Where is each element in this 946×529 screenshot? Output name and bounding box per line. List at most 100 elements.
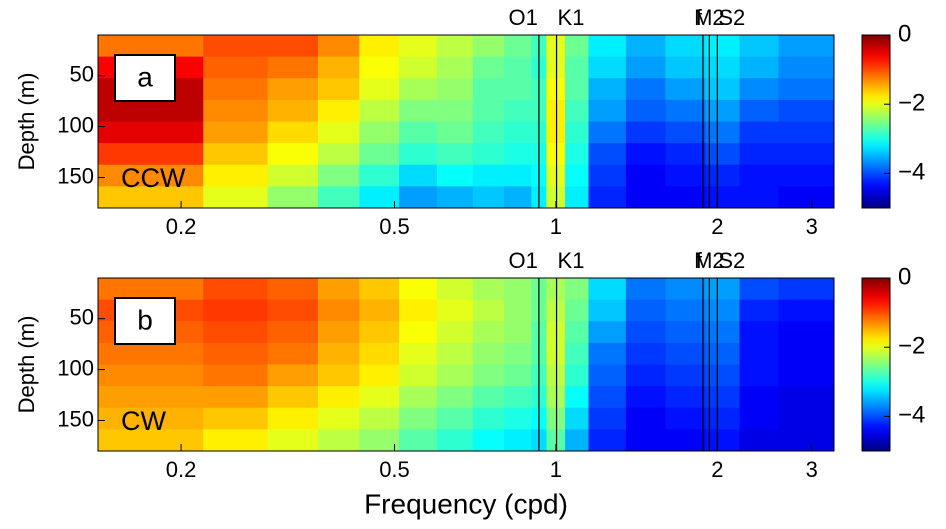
annotation: CCW — [121, 163, 186, 193]
heatmap-cell — [472, 299, 505, 322]
heatmap-cell — [503, 429, 532, 452]
heatmap-cell — [317, 56, 360, 79]
heatmap-cell — [399, 429, 438, 452]
heatmap-cell — [565, 99, 589, 122]
heatmap-cell — [625, 278, 666, 301]
y-tick-label: 150 — [57, 406, 94, 431]
heatmap-cell — [665, 143, 706, 166]
heatmap-cell — [267, 35, 319, 58]
heatmap-cell — [705, 407, 741, 430]
heatmap-cell — [399, 121, 438, 144]
heatmap-cell — [625, 429, 666, 452]
x-tick-label: 3 — [806, 214, 818, 239]
colorbar-tick-label: −4 — [898, 159, 925, 186]
heatmap-cell — [778, 78, 835, 101]
heatmap-cell — [98, 342, 204, 365]
heatmap-cell — [739, 186, 779, 209]
heatmap-cell — [565, 407, 589, 430]
heatmap-cell — [778, 429, 835, 452]
heatmap-cell — [778, 386, 835, 409]
heatmap-cell — [665, 278, 706, 301]
heatmap-cell — [317, 35, 360, 58]
heatmap-cell — [625, 99, 666, 122]
heatmap-cell — [503, 121, 532, 144]
heatmap-cell — [98, 35, 204, 58]
heatmap-cell — [503, 299, 532, 322]
heatmap-cell — [359, 35, 400, 58]
heatmap-cell — [739, 429, 779, 452]
heatmap-cell — [203, 342, 269, 365]
heatmap-cell — [399, 99, 438, 122]
heatmap-cell — [625, 164, 666, 187]
heatmap-cell — [359, 299, 400, 322]
heatmap-cell — [588, 56, 627, 79]
heatmap-cell — [503, 364, 532, 387]
heatmap-cell — [588, 278, 627, 301]
heatmap-cell — [665, 321, 706, 344]
x-tick-label: 1 — [550, 457, 562, 482]
heatmap-cell — [665, 78, 706, 101]
frequency-label: M2 — [694, 5, 725, 30]
heatmap-cell — [436, 99, 474, 122]
heatmap-cell — [267, 386, 319, 409]
heatmap-cell — [317, 121, 360, 144]
heatmap-cell — [503, 186, 532, 209]
heatmap-cell — [359, 429, 400, 452]
heatmap-cell — [203, 429, 269, 452]
heatmap-cell — [359, 99, 400, 122]
heatmap-cell — [665, 429, 706, 452]
heatmap-cell — [565, 143, 589, 166]
heatmap-cell — [588, 299, 627, 322]
frequency-label: O1 — [509, 5, 538, 30]
heatmap-cell — [665, 56, 706, 79]
heatmap-cell — [588, 78, 627, 101]
heatmap-cell — [665, 386, 706, 409]
heatmap-cell — [665, 186, 706, 209]
heatmap-cell — [705, 78, 741, 101]
heatmap-cell — [565, 278, 589, 301]
heatmap-cell — [436, 78, 474, 101]
heatmap-cell — [625, 56, 666, 79]
heatmap-cell — [739, 35, 779, 58]
heatmap-cell — [565, 56, 589, 79]
heatmap-cell — [778, 342, 835, 365]
frequency-label: K1 — [558, 5, 585, 30]
heatmap-cell — [472, 164, 505, 187]
heatmap-cell — [778, 364, 835, 387]
colorbar-tick-label: 0 — [898, 20, 911, 47]
heatmap-cell — [317, 278, 360, 301]
heatmap-cell — [565, 321, 589, 344]
heatmap-cell — [472, 121, 505, 144]
colorbar — [861, 277, 891, 452]
heatmap-cell — [625, 35, 666, 58]
heatmap-cell — [436, 164, 474, 187]
heatmap-cell — [359, 121, 400, 144]
heatmap-cell — [705, 299, 741, 322]
heatmap-cell — [739, 278, 779, 301]
heatmap-cell — [203, 78, 269, 101]
panel-label-box — [114, 297, 176, 345]
heatmap-cell — [565, 299, 589, 322]
heatmap-cell — [739, 143, 779, 166]
heatmap-cell — [267, 121, 319, 144]
heatmap-cell — [472, 186, 505, 209]
heatmap-cell — [472, 56, 505, 79]
heatmap-cell — [267, 342, 319, 365]
heatmap-cell — [399, 364, 438, 387]
heatmap-cell — [436, 299, 474, 322]
heatmap-cell — [472, 386, 505, 409]
heatmap-cell — [565, 121, 589, 144]
heatmap-cell — [739, 342, 779, 365]
heatmap-cell — [503, 78, 532, 101]
heatmap-cell — [625, 386, 666, 409]
heatmap-cell — [203, 364, 269, 387]
plot-frame — [97, 34, 835, 209]
heatmap-cell — [739, 321, 779, 344]
heatmap-cell — [359, 186, 400, 209]
heatmap-cell — [317, 299, 360, 322]
heatmap-cell — [436, 429, 474, 452]
panel-label: a — [137, 61, 153, 92]
heatmap-cell — [98, 186, 204, 209]
heatmap-cell — [565, 386, 589, 409]
heatmap-cell — [98, 99, 204, 122]
